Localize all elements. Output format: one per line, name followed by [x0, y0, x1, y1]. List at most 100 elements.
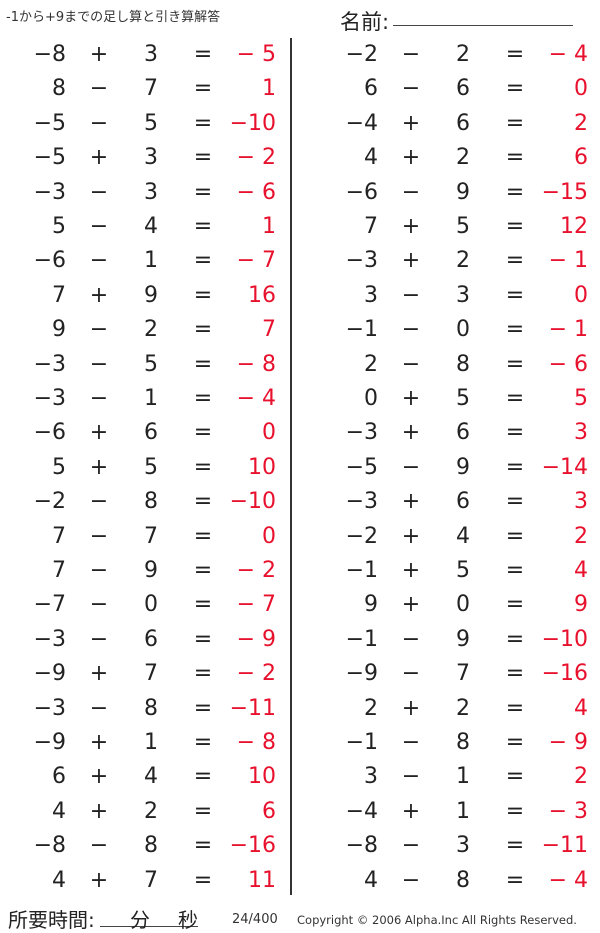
answer: −16	[541, 661, 588, 687]
operator: +	[89, 145, 109, 171]
first-operand: 3	[364, 282, 378, 308]
answer: −14	[541, 454, 588, 480]
second-operand: 7	[144, 76, 158, 102]
answer: −10	[229, 489, 276, 515]
first-operand: 7	[52, 558, 66, 583]
first-operand: 5	[52, 454, 66, 480]
first-operand: −3	[33, 351, 66, 377]
answer: 5	[574, 386, 588, 411]
problem-row: 9− 2 = 7	[0, 313, 290, 347]
operator: +	[401, 145, 421, 171]
problem-row: −5 +3 = − 2	[0, 141, 290, 175]
problem-row: 4 +2 = 6	[0, 795, 290, 829]
first-operand: 6	[364, 76, 378, 102]
answer: − 1	[548, 317, 588, 343]
operator: −	[401, 351, 421, 377]
operator: −	[89, 626, 109, 652]
problem-row: −3 +2 = − 1	[312, 244, 600, 278]
first-operand: −2	[345, 523, 378, 549]
equals-sign: =	[505, 626, 525, 652]
problem-row: −2−2 = − 4	[312, 38, 600, 72]
time-field[interactable]	[100, 926, 198, 927]
answer: 16	[248, 282, 276, 308]
first-operand: −9	[345, 661, 378, 687]
answer: 2	[574, 523, 588, 549]
equals-sign: =	[505, 76, 525, 102]
operator: −	[89, 592, 109, 618]
second-operand: 8	[144, 833, 158, 859]
problem-row: 0 +5 = 5	[312, 382, 600, 416]
equals-sign: =	[505, 42, 525, 67]
operator: −	[401, 317, 421, 343]
equals-sign: =	[505, 764, 525, 790]
operator: +	[89, 764, 109, 790]
copyright: Copyright © 2006 Alpha.Inc All Rights Re…	[297, 913, 577, 927]
second-operand: 5	[144, 110, 158, 136]
operator: −	[401, 179, 421, 205]
page-number: 24/400	[232, 912, 278, 927]
answer: − 6	[236, 179, 276, 205]
operator: −	[401, 282, 421, 308]
operator: +	[401, 386, 421, 411]
second-operand: 2	[144, 317, 158, 343]
operator: −	[401, 454, 421, 480]
answer: 3	[574, 420, 588, 446]
second-operand: 1	[144, 730, 158, 755]
operator: −	[89, 351, 109, 377]
answer: − 2	[236, 558, 276, 583]
problem-row: −1− 0 = − 1	[312, 313, 600, 347]
operator: +	[401, 523, 421, 549]
first-operand: −3	[33, 626, 66, 652]
second-operand: 8	[456, 730, 470, 755]
equals-sign: =	[193, 764, 213, 790]
second-operand: 7	[456, 661, 470, 687]
answer: − 9	[236, 626, 276, 652]
answer: − 5	[236, 42, 276, 67]
second-operand: 1	[456, 764, 470, 790]
second-operand: 6	[144, 626, 158, 652]
problem-row: −4 +6 = 2	[312, 107, 600, 141]
second-operand: 7	[144, 661, 158, 687]
answer: 4	[574, 558, 588, 583]
first-operand: 9	[364, 592, 378, 618]
operator: +	[401, 248, 421, 274]
second-operand: 5	[144, 454, 158, 480]
operator: +	[89, 282, 109, 308]
operator: −	[89, 695, 109, 721]
first-operand: −2	[33, 489, 66, 515]
second-operand: 5	[456, 386, 470, 411]
equals-sign: =	[505, 454, 525, 480]
answer: − 4	[548, 42, 588, 67]
problem-row: −6− 1 = − 7	[0, 244, 290, 278]
equals-sign: =	[193, 626, 213, 652]
second-operand: 1	[144, 386, 158, 411]
equals-sign: =	[505, 730, 525, 755]
equals-sign: =	[193, 523, 213, 549]
name-field[interactable]	[393, 25, 573, 26]
equals-sign: =	[505, 145, 525, 171]
operator: −	[89, 833, 109, 859]
problem-row: −1− 9 = −10	[312, 623, 600, 657]
answer: 11	[248, 867, 276, 893]
first-operand: −3	[33, 386, 66, 411]
second-operand: 8	[456, 867, 470, 893]
first-operand: −1	[345, 626, 378, 652]
first-operand: −4	[345, 110, 378, 136]
problem-row: 5 +5 = 10	[0, 451, 290, 485]
second-operand: 6	[456, 110, 470, 136]
answer: 12	[560, 214, 588, 239]
second-operand: 4	[456, 523, 470, 549]
operator: −	[89, 386, 109, 411]
second-operand: 1	[144, 248, 158, 274]
equals-sign: =	[193, 351, 213, 377]
operator: −	[401, 833, 421, 859]
equals-sign: =	[505, 110, 525, 136]
equals-sign: =	[505, 833, 525, 859]
first-operand: 7	[364, 214, 378, 239]
first-operand: −3	[33, 695, 66, 721]
second-operand: 3	[456, 833, 470, 859]
equals-sign: =	[193, 248, 213, 274]
operator: +	[89, 867, 109, 893]
problem-row: −6 +6 = 0	[0, 416, 290, 450]
problem-row: −3 +6 = 3	[312, 416, 600, 450]
